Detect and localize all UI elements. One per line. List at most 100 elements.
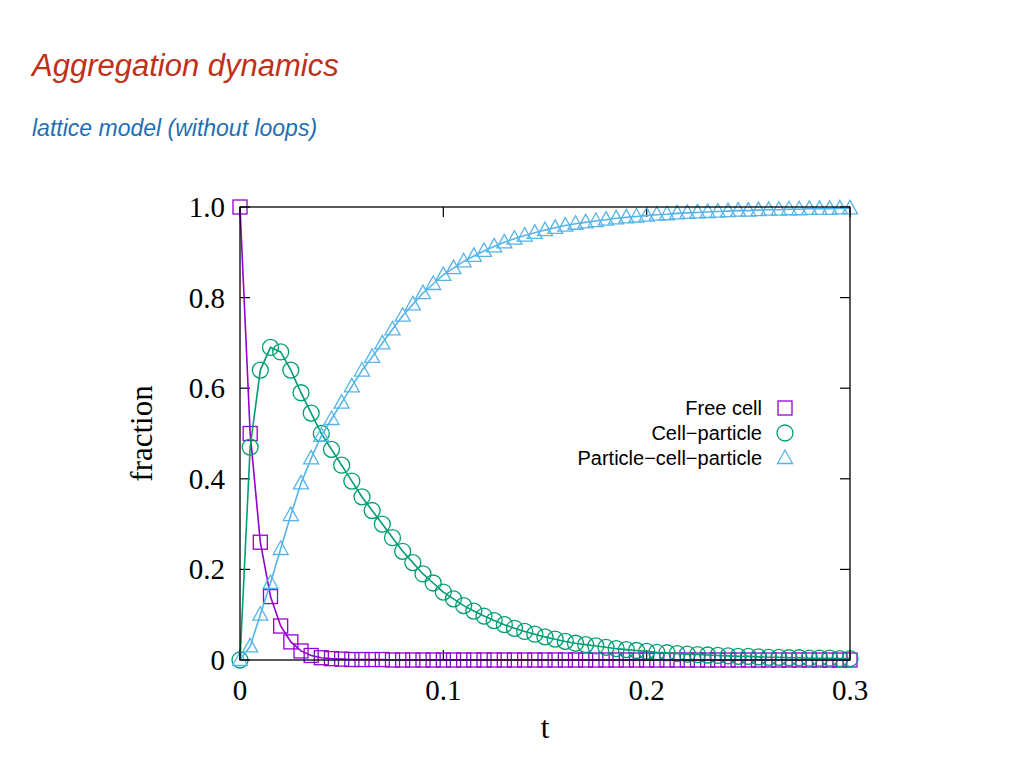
data-point: [243, 638, 258, 652]
data-point: [466, 603, 482, 619]
series-line: [240, 347, 850, 660]
data-point: [374, 516, 390, 532]
tick-label: 0: [233, 674, 248, 706]
data-point: [557, 633, 573, 649]
data-point: [243, 427, 257, 441]
data-point: [832, 651, 848, 667]
tick-label: 0.1: [425, 674, 461, 706]
data-point: [477, 243, 492, 257]
data-point: [487, 238, 502, 252]
legend-label: Cell−particle: [651, 422, 762, 444]
data-point: [273, 344, 289, 360]
tick: [840, 478, 850, 479]
tick: [443, 650, 444, 660]
subtitle: lattice model (without loops): [32, 115, 317, 141]
data-point: [284, 635, 298, 649]
tick: [840, 569, 850, 570]
data-point: [486, 613, 502, 629]
data-point: [334, 395, 349, 409]
legend-label: Particle−cell−particle: [577, 447, 762, 469]
data-point: [782, 201, 797, 215]
data-point: [294, 475, 309, 489]
data-point: [253, 535, 267, 549]
title: Aggregation dynamics: [30, 48, 339, 83]
data-point: [355, 363, 370, 377]
data-point: [385, 321, 400, 335]
data-point: [415, 566, 431, 582]
data-point: [497, 234, 512, 248]
data-point: [741, 203, 756, 217]
legend: Free cell Cell−particle Particle−cell−part…: [577, 397, 793, 469]
data-point: [375, 335, 390, 349]
series-line: [240, 208, 850, 660]
data-point: [537, 629, 553, 645]
tick-label: 0.2: [189, 553, 225, 585]
data-point: [649, 207, 664, 221]
data-point: [527, 626, 543, 642]
series-line: [240, 207, 850, 660]
data-point: [426, 276, 441, 290]
plot-frame: [240, 207, 850, 660]
data-point: [425, 575, 441, 591]
data-point: [801, 650, 817, 666]
data-point: [781, 650, 797, 666]
data-point: [710, 204, 725, 218]
y-axis-label: fraction: [124, 385, 159, 482]
tick-label: 0.8: [189, 282, 225, 314]
data-point: [456, 598, 472, 614]
tick: [443, 207, 444, 217]
data-point: [466, 248, 481, 262]
data-point: [547, 631, 563, 647]
data-point: [263, 575, 278, 589]
data-point: [792, 201, 807, 215]
data-point: [273, 541, 288, 555]
data-point: [304, 450, 319, 464]
tick: [840, 388, 850, 389]
data-point: [314, 428, 329, 442]
data-point: [293, 385, 309, 401]
data-point: [283, 362, 299, 378]
slide: Aggregation dynamics lattice model (witho…: [0, 0, 1024, 768]
tick-label: 0.4: [189, 463, 226, 495]
data-point: [303, 405, 319, 421]
tick-label: 0.6: [189, 372, 225, 404]
data-point: [416, 285, 431, 299]
data-point: [385, 530, 401, 546]
data-point: [253, 607, 268, 621]
data-point: [812, 650, 828, 666]
tick-label: 0: [211, 644, 226, 676]
data-point: [325, 652, 339, 666]
legend-marker: [778, 450, 793, 464]
data-point: [771, 202, 786, 216]
data-point: [335, 652, 349, 666]
data-point: [405, 555, 421, 571]
data-point: [507, 620, 523, 636]
data-point: [721, 203, 736, 217]
data-point: [344, 473, 360, 489]
tick-label: 0.3: [832, 674, 868, 706]
data-point: [730, 648, 746, 664]
data-point: [314, 651, 328, 665]
data-point: [364, 503, 380, 519]
data-point: [761, 202, 776, 216]
tick-label: 1.0: [189, 191, 225, 223]
data-point: [324, 441, 340, 457]
data-point: [700, 204, 715, 218]
data-point: [731, 203, 746, 217]
data-point: [252, 362, 268, 378]
data-point: [242, 439, 258, 455]
tick: [840, 297, 850, 298]
data-point: [283, 507, 298, 520]
data-point: [344, 378, 359, 392]
legend-label: Free cell: [685, 397, 762, 419]
data-point: [517, 623, 533, 639]
legend-marker: [778, 401, 792, 415]
data-point: [395, 543, 411, 559]
data-point: [334, 457, 350, 473]
data-point: [476, 608, 492, 624]
data-point: [761, 649, 777, 665]
data-point: [751, 202, 766, 216]
legend-marker: [777, 425, 793, 441]
data-point: [324, 411, 339, 425]
data-point: [263, 339, 279, 355]
